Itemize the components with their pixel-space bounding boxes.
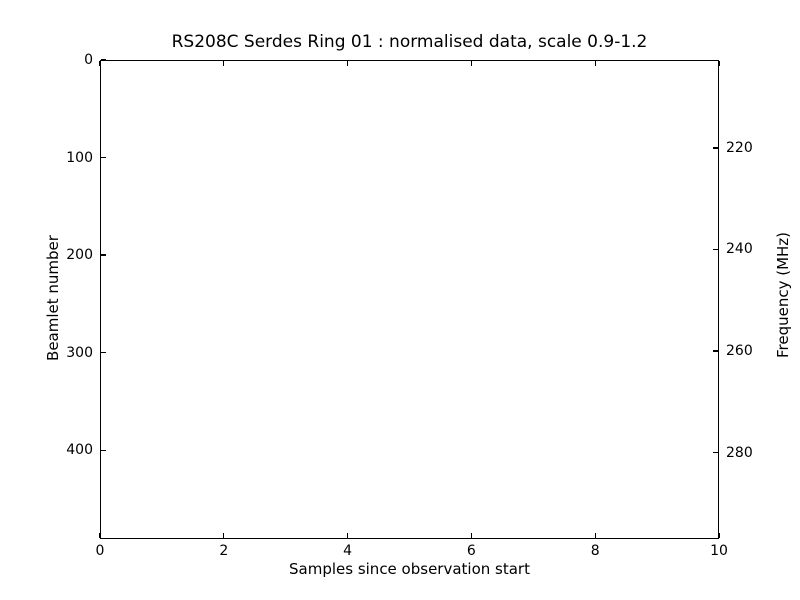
x-tick-mark-bottom [470,532,473,538]
y-right-tick-mark [712,451,718,454]
x-tick-mark-top [223,61,225,67]
y-left-tick-label: 100 [66,149,93,166]
x-tick-label: 6 [466,543,476,559]
x-tick-label: 8 [590,543,600,559]
x-tick-mark-bottom [718,532,720,538]
x-tick-mark-bottom [594,532,596,538]
chart-title: RS208C Serdes Ring 01 : normalised data,… [171,32,648,52]
y-left-tick-label: 0 [84,52,93,68]
x-tick-mark-top [594,61,596,67]
y-axis-label-right: Frequency (MHz) [774,231,792,359]
y-left-tick-label: 400 [66,442,93,459]
x-tick-mark-top [718,61,720,67]
x-tick-mark-top [346,61,349,67]
plot-area [100,60,719,539]
y-left-tick-mark [101,59,107,61]
x-tick-mark-bottom [346,532,349,538]
x-tick-label: 10 [710,543,728,559]
x-tick-mark-bottom [99,532,101,538]
y-right-tick-label: 260 [726,343,753,360]
x-tick-mark-top [99,61,101,67]
y-left-tick-mark [101,352,107,354]
y-right-tick-label: 220 [726,139,753,156]
x-tick-label: 2 [219,543,229,559]
x-axis-label: Samples since observation start [289,560,530,578]
y-right-tick-mark [712,350,718,352]
x-tick-mark-top [470,61,473,67]
y-right-tick-mark [712,147,718,149]
y-left-tick-mark [101,449,107,451]
y-left-tick-mark [101,254,107,256]
y-left-tick-mark [101,156,107,159]
y-right-tick-mark [712,248,718,251]
y-left-tick-label: 200 [66,247,93,264]
x-tick-label: 0 [95,543,105,559]
x-tick-label: 4 [343,543,353,559]
y-right-tick-label: 240 [726,241,753,258]
y-left-tick-label: 300 [66,344,93,361]
x-tick-mark-bottom [223,532,225,538]
y-right-tick-label: 280 [726,444,753,461]
